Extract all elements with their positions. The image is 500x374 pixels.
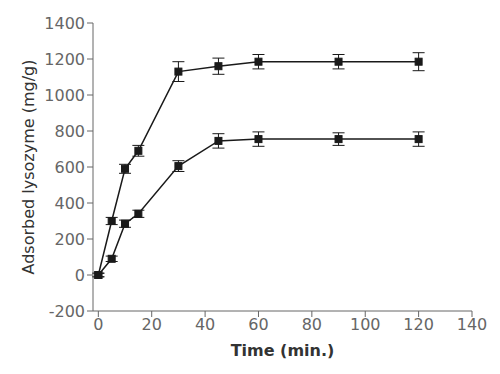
svg-text:1000: 1000 bbox=[44, 86, 85, 105]
svg-text:20: 20 bbox=[142, 315, 162, 334]
svg-text:0: 0 bbox=[93, 315, 103, 334]
svg-text:-200: -200 bbox=[49, 302, 85, 321]
svg-text:120: 120 bbox=[403, 315, 434, 334]
svg-text:1400: 1400 bbox=[44, 14, 85, 33]
svg-text:100: 100 bbox=[350, 315, 381, 334]
svg-text:400: 400 bbox=[54, 194, 85, 213]
svg-text:140: 140 bbox=[457, 315, 488, 334]
svg-text:600: 600 bbox=[54, 158, 85, 177]
svg-text:40: 40 bbox=[195, 315, 215, 334]
svg-text:800: 800 bbox=[54, 122, 85, 141]
svg-text:60: 60 bbox=[248, 315, 268, 334]
svg-text:1200: 1200 bbox=[44, 50, 85, 69]
svg-text:200: 200 bbox=[54, 230, 85, 249]
svg-text:0: 0 bbox=[75, 266, 85, 285]
svg-text:Time (min.): Time (min.) bbox=[231, 341, 335, 360]
svg-text:80: 80 bbox=[302, 315, 322, 334]
svg-text:Adsorbed lysozyme (mg/g): Adsorbed lysozyme (mg/g) bbox=[19, 60, 38, 275]
